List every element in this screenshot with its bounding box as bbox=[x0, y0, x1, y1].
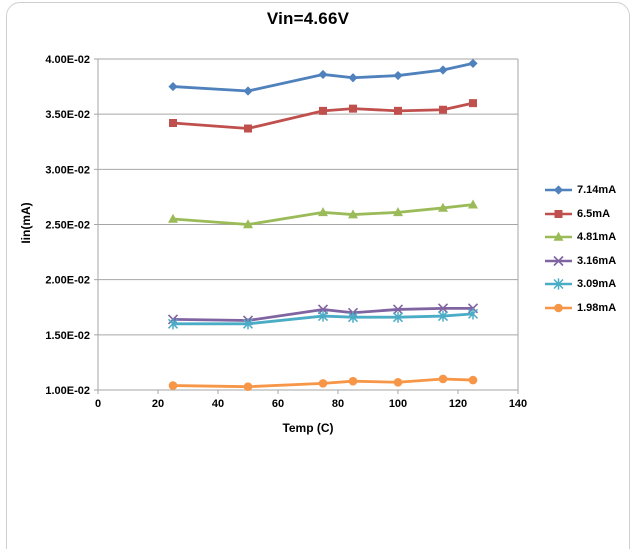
triangle-marker bbox=[438, 202, 448, 212]
circle-marker bbox=[348, 376, 358, 386]
circle-marker bbox=[438, 374, 448, 384]
diamond-marker bbox=[318, 69, 328, 80]
series-6.5mA[interactable] bbox=[169, 99, 477, 133]
diamond-marker bbox=[348, 73, 358, 83]
diamond-marker bbox=[553, 185, 564, 195]
diamond-marker bbox=[393, 70, 403, 81]
asterisk-marker bbox=[167, 318, 179, 330]
x-tick-label: 0 bbox=[95, 398, 101, 410]
y-axis-title: Iin(mA) bbox=[19, 202, 33, 244]
legend-key-triangle-icon bbox=[545, 231, 572, 241]
x-tick-label: 20 bbox=[152, 398, 164, 410]
asterisk-marker bbox=[317, 310, 329, 322]
series-1.98mA[interactable] bbox=[168, 374, 478, 391]
square-marker bbox=[319, 106, 327, 115]
asterisk-marker bbox=[437, 310, 449, 322]
triangle-marker bbox=[348, 209, 358, 219]
circle-marker bbox=[468, 375, 478, 385]
asterisk-marker bbox=[553, 278, 564, 290]
x-marker bbox=[553, 255, 564, 266]
circle-marker bbox=[554, 303, 563, 313]
circle-marker bbox=[243, 382, 253, 391]
legend-key-square-icon bbox=[545, 209, 572, 218]
square-marker bbox=[439, 105, 447, 114]
y-tick-label: 4.00E-02 bbox=[45, 54, 90, 66]
x-tick-label: 80 bbox=[332, 398, 344, 410]
x-axis-title: Temp (C) bbox=[282, 421, 334, 435]
circle-marker bbox=[168, 381, 178, 390]
legend-label: 3.09mA bbox=[577, 278, 617, 291]
legend-key-x-icon bbox=[545, 255, 572, 266]
triangle-marker bbox=[318, 207, 328, 217]
legend-item-6.5mA[interactable]: 6.5mA bbox=[544, 206, 616, 222]
triangle-marker bbox=[553, 231, 564, 241]
legend-label: 1.98mA bbox=[577, 301, 617, 314]
legend-key-diamond-icon bbox=[545, 185, 572, 195]
square-marker bbox=[469, 99, 477, 108]
chart-title: Vin=4.66V bbox=[266, 9, 350, 28]
y-tick-label: 2.50E-02 bbox=[45, 220, 90, 232]
y-tick-label: 1.50E-02 bbox=[45, 330, 90, 342]
legend-key-circle-icon bbox=[545, 303, 572, 313]
x-marker bbox=[437, 303, 449, 314]
series-7.14mA[interactable] bbox=[168, 58, 478, 96]
circle-marker bbox=[318, 379, 328, 388]
legend: 7.14mA 6.5mA 4.81mA 3.16mA 3.09mA 1.98mA bbox=[544, 182, 616, 324]
diamond-marker bbox=[468, 58, 478, 69]
y-tick-label: 2.00E-02 bbox=[45, 275, 90, 287]
asterisk-marker bbox=[347, 311, 359, 323]
x-tick-label: 60 bbox=[272, 398, 284, 410]
square-marker bbox=[244, 124, 252, 133]
legend-key-asterisk-icon bbox=[545, 278, 572, 290]
x-tick-label: 120 bbox=[449, 398, 467, 410]
legend-item-3.16mA[interactable]: 3.16mA bbox=[544, 253, 616, 269]
x-tick-label: 100 bbox=[389, 398, 407, 410]
triangle-marker bbox=[243, 219, 253, 229]
asterisk-marker bbox=[242, 318, 254, 330]
square-marker bbox=[169, 118, 177, 127]
x-tick-label: 140 bbox=[509, 398, 527, 410]
triangle-marker bbox=[393, 207, 403, 217]
legend-label: 6.5mA bbox=[577, 207, 611, 220]
legend-item-3.09mA[interactable]: 3.09mA bbox=[544, 276, 616, 292]
square-marker bbox=[554, 209, 563, 218]
asterisk-marker bbox=[467, 308, 479, 320]
diamond-marker bbox=[438, 65, 448, 75]
square-marker bbox=[394, 106, 402, 115]
legend-label: 3.16mA bbox=[577, 254, 617, 267]
y-tick-label: 3.00E-02 bbox=[45, 164, 90, 176]
x-tick-label: 40 bbox=[212, 398, 224, 410]
legend-label: 4.81mA bbox=[577, 231, 617, 244]
diamond-marker bbox=[243, 86, 253, 96]
diamond-marker bbox=[168, 81, 178, 92]
series-3.09mA[interactable] bbox=[167, 308, 479, 330]
triangle-marker bbox=[468, 199, 478, 209]
y-tick-label: 1.00E-02 bbox=[45, 385, 90, 397]
legend-item-4.81mA[interactable]: 4.81mA bbox=[544, 229, 616, 245]
asterisk-marker bbox=[392, 311, 404, 323]
y-tick-label: 3.50E-02 bbox=[45, 109, 90, 121]
legend-label: 7.14mA bbox=[577, 184, 617, 196]
series-4.81mA[interactable] bbox=[168, 199, 478, 229]
square-marker bbox=[349, 104, 357, 113]
circle-marker bbox=[393, 377, 403, 387]
triangle-marker bbox=[168, 213, 178, 223]
legend-item-1.98mA[interactable]: 1.98mA bbox=[544, 300, 616, 316]
legend-item-7.14mA[interactable]: 7.14mA bbox=[544, 182, 616, 198]
x-marker bbox=[392, 304, 404, 315]
